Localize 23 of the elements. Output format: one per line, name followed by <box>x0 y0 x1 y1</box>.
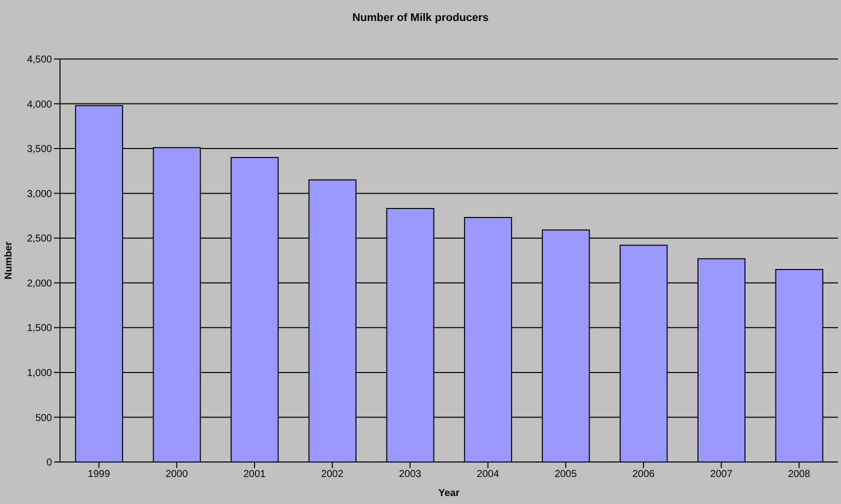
x-tick-label: 2005 <box>554 469 578 480</box>
x-tick-label: 2001 <box>243 469 266 480</box>
y-tick-label: 1,000 <box>26 368 52 379</box>
y-tick-label: 4,500 <box>26 54 52 66</box>
x-tick-label: 2006 <box>632 469 656 480</box>
x-tick-label: 2003 <box>398 469 422 480</box>
x-tick-label: 2002 <box>321 469 344 480</box>
y-tick-label: 1,500 <box>26 323 52 334</box>
y-tick-label: 3,500 <box>26 144 52 156</box>
y-tick-label: 4,000 <box>26 99 52 110</box>
x-tick-label: 1999 <box>88 469 110 480</box>
y-tick-label: 2,500 <box>26 234 52 245</box>
y-tick-label: 500 <box>35 412 52 424</box>
x-axis-title: Year <box>438 488 460 499</box>
y-tick-label: 3,000 <box>26 188 52 200</box>
x-tick-label: 2004 <box>476 469 500 480</box>
y-tick-label: 0 <box>46 458 52 469</box>
y-tick-label: 2,000 <box>26 278 52 290</box>
chart-title: Number of Milk producers <box>351 12 490 24</box>
x-tick-label: 2000 <box>166 469 188 480</box>
x-tick-label: 2007 <box>710 469 733 480</box>
x-tick-label: 2008 <box>788 469 811 480</box>
y-axis-title: Number <box>4 242 15 280</box>
